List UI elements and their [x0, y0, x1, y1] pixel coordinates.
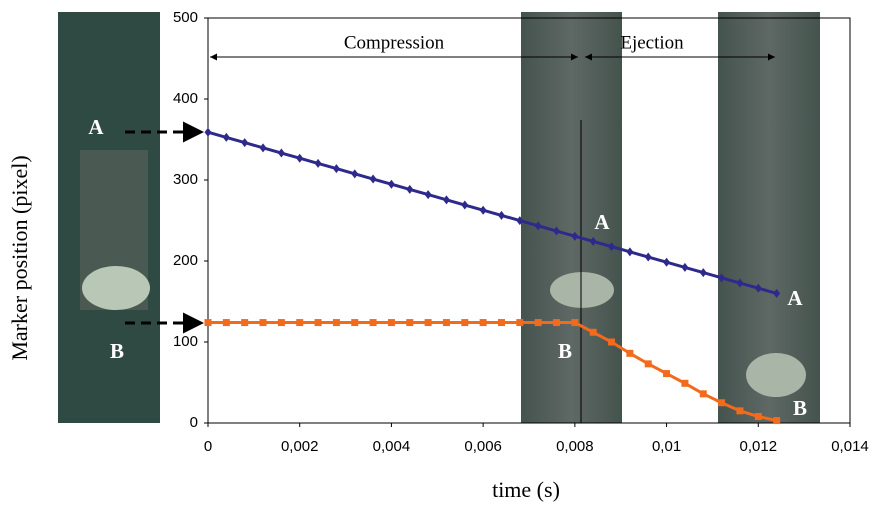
data-point: [259, 319, 267, 327]
y-tick-label: 400: [173, 90, 198, 107]
data-point: [204, 127, 212, 137]
photo-label: B: [793, 396, 807, 420]
data-point: [222, 319, 230, 327]
data-point: [387, 179, 395, 189]
data-point: [516, 216, 524, 226]
data-point: [314, 319, 322, 327]
data-point: [754, 283, 762, 293]
data-point: [424, 319, 432, 327]
x-tick-label: 0,012: [740, 438, 778, 455]
data-point: [497, 210, 505, 220]
data-point: [204, 319, 212, 327]
data-point: [553, 319, 561, 327]
data-point: [718, 399, 726, 407]
data-point: [773, 417, 781, 425]
data-point: [608, 338, 616, 346]
data-point: [222, 132, 230, 142]
data-point: [644, 252, 652, 262]
x-tick-label: 0: [204, 438, 212, 455]
photo-mid-drop: [550, 272, 614, 308]
series-line: [208, 321, 777, 423]
data-point: [608, 242, 616, 252]
data-point: [516, 319, 524, 327]
data-point: [351, 319, 359, 327]
data-point: [663, 370, 671, 378]
data-point: [626, 247, 634, 257]
data-point: [442, 195, 450, 205]
data-point: [534, 319, 542, 327]
data-point: [663, 257, 671, 267]
data-point: [332, 319, 340, 327]
data-point: [571, 231, 579, 241]
data-point: [644, 360, 652, 368]
data-point: [589, 236, 597, 246]
x-tick-label: 0,01: [652, 438, 681, 455]
y-axis-title: Marker position (pixel): [7, 155, 32, 360]
data-point: [571, 319, 579, 327]
data-point: [589, 328, 597, 336]
data-point: [296, 153, 304, 163]
x-tick-label: 0,014: [831, 438, 869, 455]
data-point: [442, 319, 450, 327]
plot-frame: [207, 17, 851, 424]
data-point: [773, 288, 781, 298]
data-point: [534, 221, 542, 231]
data-point: [553, 226, 561, 236]
data-point: [387, 319, 395, 327]
data-point: [277, 319, 285, 327]
data-point: [681, 379, 689, 387]
data-point: [296, 319, 304, 327]
annotation: Compression: [344, 32, 445, 53]
photo-mid: [521, 12, 622, 423]
data-point: [736, 278, 744, 288]
data-point: [332, 164, 340, 174]
y-tick-label: 200: [173, 252, 198, 269]
data-point: [314, 158, 322, 168]
x-tick-label: 0,002: [281, 438, 319, 455]
data-point: [241, 319, 249, 327]
series-line: [207, 130, 778, 295]
x-tick-label: 0,008: [556, 438, 594, 455]
photo-label: A: [594, 210, 610, 234]
photo-right-drop: [746, 353, 806, 397]
data-point: [406, 319, 414, 327]
data-point: [369, 319, 377, 327]
data-point: [626, 349, 634, 357]
data-point: [754, 413, 762, 421]
data-point: [736, 407, 744, 415]
y-tick-label: 100: [173, 333, 198, 350]
y-tick-label: 0: [190, 414, 198, 431]
photos: [58, 12, 820, 423]
photo-left-drop: [82, 266, 150, 310]
photo-label: B: [558, 339, 572, 363]
data-point: [406, 184, 414, 194]
x-tick-label: 0,004: [373, 438, 411, 455]
data-point: [681, 262, 689, 272]
data-point: [259, 143, 267, 153]
data-point: [479, 205, 487, 215]
y-tick-label: 300: [173, 171, 198, 188]
data-point: [461, 319, 469, 327]
annotation: Ejection: [620, 32, 684, 53]
data-point: [424, 190, 432, 200]
data-point: [351, 169, 359, 179]
data-point: [699, 390, 707, 398]
data-point: [699, 268, 707, 278]
photo-label: B: [110, 339, 124, 363]
data-point: [497, 319, 505, 327]
photo-label: A: [88, 115, 104, 139]
photo-label: A: [787, 286, 803, 310]
x-axis-title: time (s): [492, 477, 560, 502]
data-point: [277, 148, 285, 158]
data-point: [461, 200, 469, 210]
data-point: [718, 273, 726, 283]
x-tick-label: 0,006: [464, 438, 502, 455]
y-tick-label: 500: [173, 9, 198, 26]
data-point: [369, 174, 377, 184]
data-point: [241, 138, 249, 148]
data-point: [479, 319, 487, 327]
